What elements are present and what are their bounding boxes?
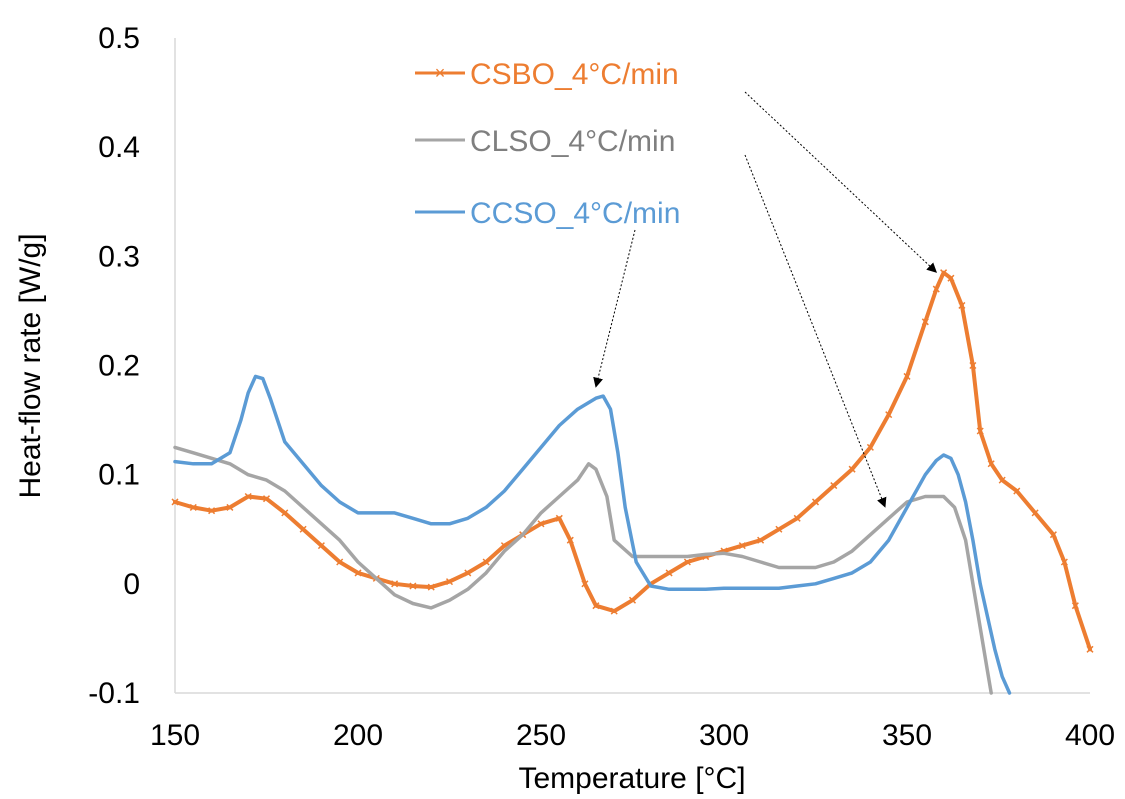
legend-entry-clso: CLSO_4°C/min [415,125,675,158]
series-line-clso [173,445,993,695]
x-tick-label: 150 [150,719,200,752]
series-marker-csbo [171,498,179,506]
y-tick-label: 0.4 [98,131,140,164]
series-marker-csbo [775,525,783,533]
series-marker-csbo [354,569,362,577]
series-marker-csbo [628,596,637,604]
series-marker-csbo [482,558,490,566]
y-axis-title: Heat-flow rate [W/g] [14,233,47,498]
series-marker-csbo [998,476,1006,484]
series-marker-csbo [208,507,216,515]
series-marker-csbo [610,607,618,615]
annotation-group [593,91,938,508]
series-marker-csbo [921,318,929,326]
y-ticks: -0.1 0 0.1 0.2 0.3 0.4 0.5 [88,22,140,710]
series-marker-csbo [244,492,252,501]
y-tick-label: 0.1 [98,459,140,492]
series-marker-csbo [1031,509,1039,517]
series-marker-csbo [189,503,197,511]
series-marker-csbo [464,569,472,577]
series-group [171,269,1094,695]
series-marker-csbo [409,582,417,590]
annotation-arrow-ccso [593,229,636,388]
series-marker-csbo [1060,558,1068,566]
axes [174,38,1090,694]
series-marker-csbo [1013,487,1021,495]
annotation-arrow-clso [744,154,887,508]
series-marker-csbo [793,514,801,522]
series-marker-csbo [336,558,344,566]
x-tick-label: 300 [699,719,749,752]
series-marker-csbo [976,427,984,435]
series-marker-csbo [903,372,911,380]
series-marker-csbo [566,536,574,544]
y-tick-label: 0.5 [98,22,140,55]
series-marker-csbo [445,578,454,586]
series-marker-csbo [757,536,765,544]
legend-label-clso: CLSO_4°C/min [470,125,675,158]
x-axis-title: Temperature [°C] [518,762,745,795]
series-marker-csbo [555,514,563,522]
series-marker-csbo [1049,531,1057,539]
series-marker-csbo [391,580,399,588]
series-marker-csbo [683,558,691,566]
legend: × CSBO_4°C/min CLSO_4°C/min CCSO_4°C/min [415,58,680,230]
x-tick-label: 350 [882,719,932,752]
legend-label-ccso: CCSO_4°C/min [470,197,680,230]
y-tick-label: 0 [123,568,140,601]
annotation-arrow-csbo [744,91,938,273]
series-marker-csbo [262,495,271,503]
series-marker-csbo [885,411,893,419]
legend-label-csbo: CSBO_4°C/min [470,58,679,91]
series-marker-csbo [581,580,589,588]
series-marker-csbo [947,274,955,282]
series-marker-csbo [958,301,966,309]
series-marker-csbo [940,269,948,277]
legend-entry-ccso: CCSO_4°C/min [415,197,680,230]
series-marker-csbo [226,503,234,511]
series-marker-csbo [592,602,600,610]
series-marker-csbo [811,498,820,506]
series-marker-csbo [848,465,856,473]
series-marker-csbo [299,525,307,533]
x-tick-label: 200 [333,719,383,752]
series-line-ccso [173,374,1012,695]
series-marker-csbo [738,542,746,550]
legend-entry-csbo: × CSBO_4°C/min [415,58,679,91]
series-marker-csbo [1071,602,1079,610]
legend-marker-csbo: × [435,63,446,83]
x-ticks: 150 200 250 300 350 400 [150,719,1115,752]
series-marker-csbo [866,443,874,451]
x-tick-label: 400 [1065,719,1115,752]
series-marker-csbo [987,460,995,468]
series-marker-csbo [427,583,435,591]
x-tick-label: 250 [516,719,566,752]
series-marker-csbo [932,285,940,293]
y-tick-label: -0.1 [88,677,140,710]
y-tick-label: 0.2 [98,350,140,383]
series-marker-csbo [317,542,325,550]
series-marker-csbo [1086,645,1094,653]
series-marker-csbo [665,569,673,577]
y-tick-label: 0.3 [98,240,140,273]
series-marker-csbo [969,361,977,370]
series-marker-csbo [281,509,289,517]
series-marker-csbo [830,482,838,490]
series-marker-csbo [537,520,545,528]
